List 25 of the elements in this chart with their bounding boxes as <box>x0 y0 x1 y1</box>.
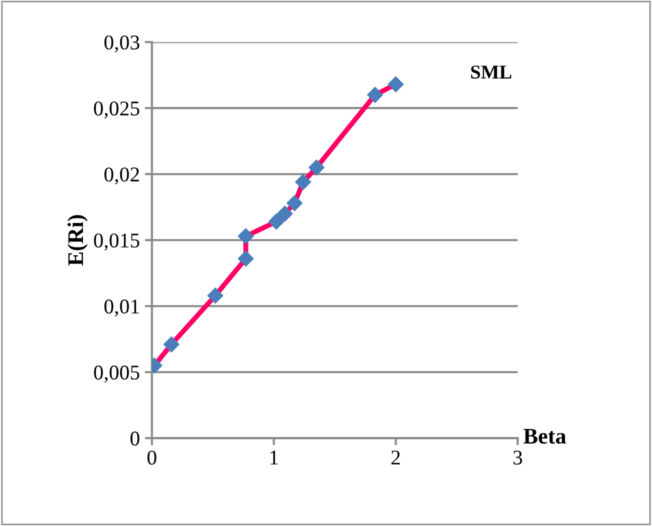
x-axis-title: Beta <box>524 428 566 444</box>
x-tick-label: 3 <box>513 450 522 465</box>
y-tick-label: 0,02 <box>104 167 139 185</box>
y-axis-title: E(Ri) <box>68 215 88 266</box>
y-tick-label: 0 <box>130 432 140 446</box>
point <box>286 194 303 212</box>
y-tick-label: 0,03 <box>104 35 140 53</box>
x-tick-label: 2 <box>391 450 400 464</box>
y-tick-label: 0,015 <box>94 233 140 251</box>
point <box>294 174 312 190</box>
point <box>388 76 404 93</box>
point <box>238 250 254 267</box>
point <box>238 228 254 244</box>
point <box>207 287 224 304</box>
x-tick-label: 0 <box>148 450 156 465</box>
x-tick-label: 1 <box>270 450 278 464</box>
text: SML <box>471 66 512 79</box>
point <box>268 213 284 230</box>
y-tick-label: 0,025 <box>94 101 140 119</box>
point <box>308 159 325 176</box>
point <box>276 205 294 222</box>
y-tick-label: 0,01 <box>104 300 139 317</box>
point <box>366 86 384 104</box>
point <box>163 336 180 353</box>
y-tick-label: 0,005 <box>94 366 140 383</box>
